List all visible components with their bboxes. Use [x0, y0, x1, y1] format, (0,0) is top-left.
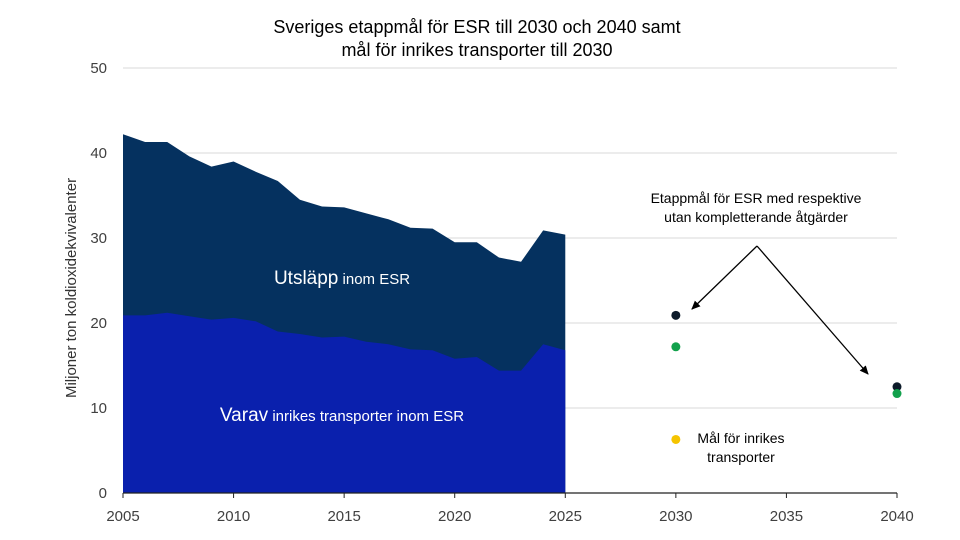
x-tick-label: 2030 [659, 508, 692, 525]
y-tick-label: 30 [90, 230, 107, 247]
target-point [671, 434, 681, 444]
x-tick-label: 2010 [217, 508, 250, 525]
target-point [671, 310, 681, 320]
target-points [671, 310, 902, 444]
x-tick-label: 2040 [880, 508, 913, 525]
tick-labels: 2005 2010 2015 2020 2025 2030 2035 204001020304… [90, 60, 913, 525]
y-tick-label: 20 [90, 315, 107, 332]
annotation-transport-target-line-2: transporter [707, 449, 775, 465]
x-tick-label: 2020 [438, 508, 471, 525]
x-tick-label: 2025 [549, 508, 582, 525]
target-point [892, 382, 902, 392]
target-point [671, 342, 681, 352]
y-tick-label: 10 [90, 400, 107, 417]
y-tick-label: 0 [99, 485, 107, 502]
area-series-1 [123, 312, 566, 493]
annotation-transport-target-line-1: Mål för inrikes [697, 430, 784, 446]
annotation-arrow-2030 [691, 245, 758, 310]
series-label-utslapp: Utsläpp inom ESR [274, 268, 410, 289]
axes [122, 492, 898, 498]
y-tick-label: 50 [90, 60, 107, 77]
x-tick-label: 2035 [770, 508, 803, 525]
y-tick-label: 40 [90, 145, 107, 162]
chart-title-line-2: mål för inrikes transporter till 2030 [341, 40, 612, 60]
annotation-esr-targets-line-2: utan kompletterande åtgärder [664, 209, 848, 225]
chart-title-line-1: Sveriges etappmål för ESR till 2030 och … [273, 17, 680, 37]
annotation-arrow-2040 [756, 245, 869, 375]
area-series [123, 134, 566, 494]
y-axis-label: Miljoner ton koldioxidekvivalenter [63, 178, 80, 398]
x-tick-label: 2005 [106, 508, 139, 525]
target-point [892, 389, 902, 399]
series-label-varav: Varav inrikes transporter inom ESR [220, 405, 464, 426]
x-tick-label: 2015 [327, 508, 360, 525]
annotation-esr-targets-line-1: Etappmål för ESR med respektive [651, 190, 862, 206]
